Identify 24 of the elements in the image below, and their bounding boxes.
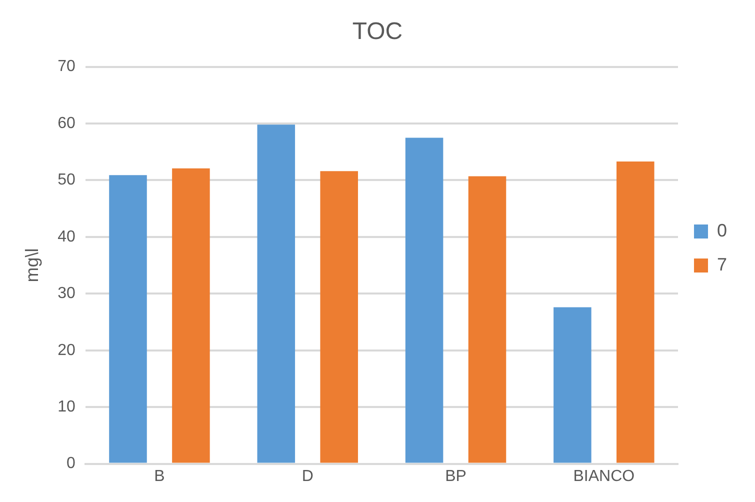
bar <box>468 176 506 463</box>
y-tick-label: 60 <box>58 114 76 132</box>
chart-title: TOC <box>352 18 403 46</box>
y-tick-label: 40 <box>58 228 76 246</box>
y-tick-label: 0 <box>66 455 76 472</box>
legend-label: 0 <box>716 220 728 240</box>
bar <box>405 138 444 463</box>
bar <box>616 162 654 463</box>
bar <box>320 171 358 463</box>
y-axis-title: mg\l <box>22 248 42 282</box>
y-tick-label: 70 <box>58 58 76 76</box>
bar <box>257 124 296 463</box>
y-tick-label: 50 <box>58 172 76 189</box>
bar <box>109 175 147 463</box>
bar <box>172 168 210 463</box>
x-tick-label: BIANCO <box>573 468 635 485</box>
y-tick-label: 10 <box>58 398 76 416</box>
x-tick-label: BP <box>445 468 466 485</box>
legend-label: 7 <box>716 254 728 274</box>
y-tick-label: 30 <box>58 285 76 302</box>
x-tick-label: B <box>154 468 165 485</box>
y-tick-label: 20 <box>58 342 76 359</box>
bar <box>554 307 592 463</box>
x-tick-label: D <box>302 468 314 485</box>
